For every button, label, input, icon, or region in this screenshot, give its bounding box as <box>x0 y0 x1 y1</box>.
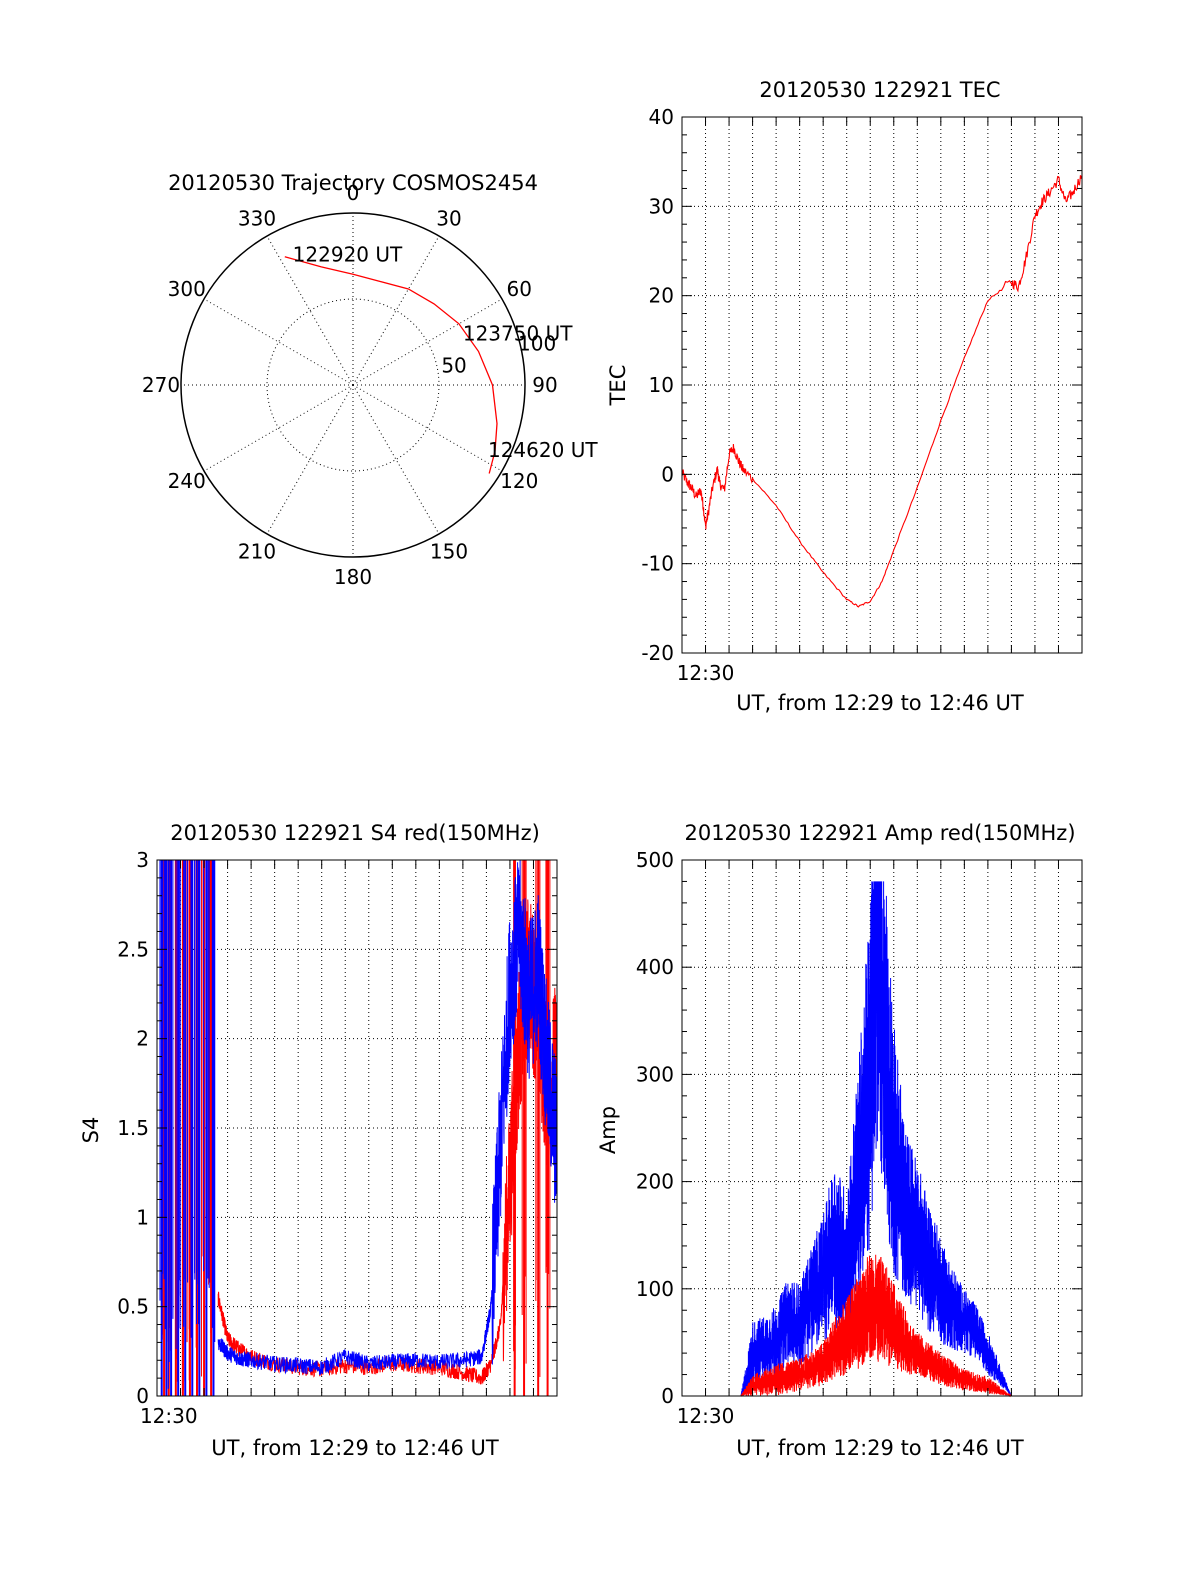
polar-azimuth-label: 90 <box>532 373 557 397</box>
amp-line <box>682 1254 1082 1398</box>
polar-spoke <box>266 235 354 386</box>
s4-line <box>217 899 558 1385</box>
amp-title: 20120530 122921 Amp red(150MHz) <box>684 821 1075 845</box>
polar-azimuth-label: 150 <box>430 539 468 563</box>
y-tick-label: 20 <box>649 284 674 308</box>
polar-radial-label: 100 <box>518 331 556 355</box>
x-tick-label: 12:30 <box>677 1404 735 1428</box>
polar-radial-label: 50 <box>441 354 466 378</box>
polar-azimuth-label: 300 <box>168 277 206 301</box>
y-tick-label: -20 <box>641 641 674 665</box>
amp-frame <box>681 859 1083 1397</box>
amp-series <box>682 881 1082 1398</box>
polar-azimuth-label: 180 <box>334 565 372 589</box>
tec-xlabel: UT, from 12:29 to 12:46 UT <box>736 691 1024 715</box>
trajectory-annotation: 124620 UT <box>488 438 598 462</box>
s4-title: 20120530 122921 S4 red(150MHz) <box>170 821 540 845</box>
y-tick-label: -10 <box>641 552 674 576</box>
trajectory-title: 20120530 Trajectory COSMOS2454 <box>168 171 538 195</box>
polar-azimuth-labels: 0 30 60 90 120 150 180 210 240 270 300 330 <box>142 181 558 589</box>
polar-azimuth-label: 240 <box>168 469 206 493</box>
polar-spoke <box>352 384 503 472</box>
polar-azimuth-label: 0 <box>347 181 360 205</box>
y-tick-label: 0 <box>136 1384 149 1408</box>
tec-line <box>681 174 1083 608</box>
trajectory-annotation: 122920 UT <box>293 242 403 266</box>
s4-line <box>217 859 558 1375</box>
polar-spoke <box>203 384 354 472</box>
polar-azimuth-label: 60 <box>507 277 532 301</box>
trajectory-track <box>284 256 498 474</box>
polar-outer-circle <box>180 212 526 558</box>
s4-xlabel: UT, from 12:29 to 12:46 UT <box>211 1436 499 1460</box>
y-tick-label: 500 <box>636 848 674 872</box>
polar-spoke <box>203 298 354 386</box>
y-tick-label: 30 <box>649 194 674 218</box>
y-tick-label: 1 <box>136 1205 149 1229</box>
polar-grid <box>180 212 526 558</box>
y-tick-label: 10 <box>649 373 674 397</box>
s4-ticks: 0 0.5 1 1.5 2 2.5 3 12:30 <box>117 848 557 1428</box>
polar-inner-circle <box>266 298 440 472</box>
y-tick-label: 400 <box>636 955 674 979</box>
polar-azimuth-label: 330 <box>238 207 276 231</box>
s4-panel: 20120530 122921 S4 red(150MHz) 0 0.5 1 1.5 2… <box>79 821 558 1460</box>
y-tick-label: 2.5 <box>117 937 149 961</box>
polar-azimuth-label: 270 <box>142 373 180 397</box>
y-tick-label: 2 <box>136 1027 149 1051</box>
x-tick-label: 12:30 <box>140 1404 198 1428</box>
trajectory-panel: 20120530 Trajectory COSMOS2454 030609012… <box>142 171 598 589</box>
trajectory-annotation: 123750 UT <box>463 322 573 346</box>
s4-ylabel: S4 <box>79 1117 103 1144</box>
polar-azimuth-label: 30 <box>436 207 461 231</box>
polar-spoke <box>352 298 503 386</box>
tec-ylabel: TEC <box>606 365 630 407</box>
y-tick-label: 100 <box>636 1277 674 1301</box>
polar-azimuth-label: 210 <box>238 539 276 563</box>
amp-panel: 20120530 122921 Amp red(150MHz) 0 100 200 3… <box>596 821 1083 1460</box>
y-tick-label: 300 <box>636 1062 674 1086</box>
y-tick-label: 200 <box>636 1170 674 1194</box>
y-tick-label: 0 <box>661 462 674 486</box>
y-tick-label: 0.5 <box>117 1295 149 1319</box>
y-tick-label: 3 <box>136 848 149 872</box>
amp-ticks: 0 100 200 300 400 500 12:30 <box>636 848 1082 1428</box>
polar-spoke <box>352 384 440 535</box>
amp-ylabel: Amp <box>596 1106 620 1154</box>
s4-series <box>159 859 558 1396</box>
polar-azimuth-label: 120 <box>500 469 538 493</box>
x-tick-label: 12:30 <box>677 661 735 685</box>
trajectory-line <box>284 256 498 474</box>
trajectory-annotations: 122920 UT 123750 UT 124620 UT <box>293 242 599 461</box>
y-tick-label: 1.5 <box>117 1116 149 1140</box>
polar-spoke <box>352 235 440 386</box>
tec-series <box>681 174 1083 608</box>
amp-xlabel: UT, from 12:29 to 12:46 UT <box>736 1436 1024 1460</box>
tec-grid <box>682 117 1082 653</box>
polar-spoke <box>266 384 354 535</box>
tec-title: 20120530 122921 TEC <box>759 78 1000 102</box>
y-tick-label: 40 <box>649 105 674 129</box>
polar-radial-labels: 50 100 <box>441 331 556 377</box>
tec-ticks: -20 -10 0 10 20 30 40 12:30 <box>641 105 1082 685</box>
tec-panel: 20120530 122921 TEC -20 -10 0 10 20 30 40 12:30… <box>606 78 1083 715</box>
y-tick-label: 0 <box>661 1384 674 1408</box>
